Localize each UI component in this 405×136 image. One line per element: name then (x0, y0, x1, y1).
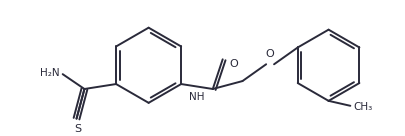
Text: O: O (229, 59, 238, 69)
Text: S: S (74, 124, 81, 134)
Text: O: O (265, 49, 274, 59)
Text: NH: NH (189, 92, 204, 102)
Text: CH₃: CH₃ (352, 102, 372, 112)
Text: H₂N: H₂N (40, 68, 60, 78)
